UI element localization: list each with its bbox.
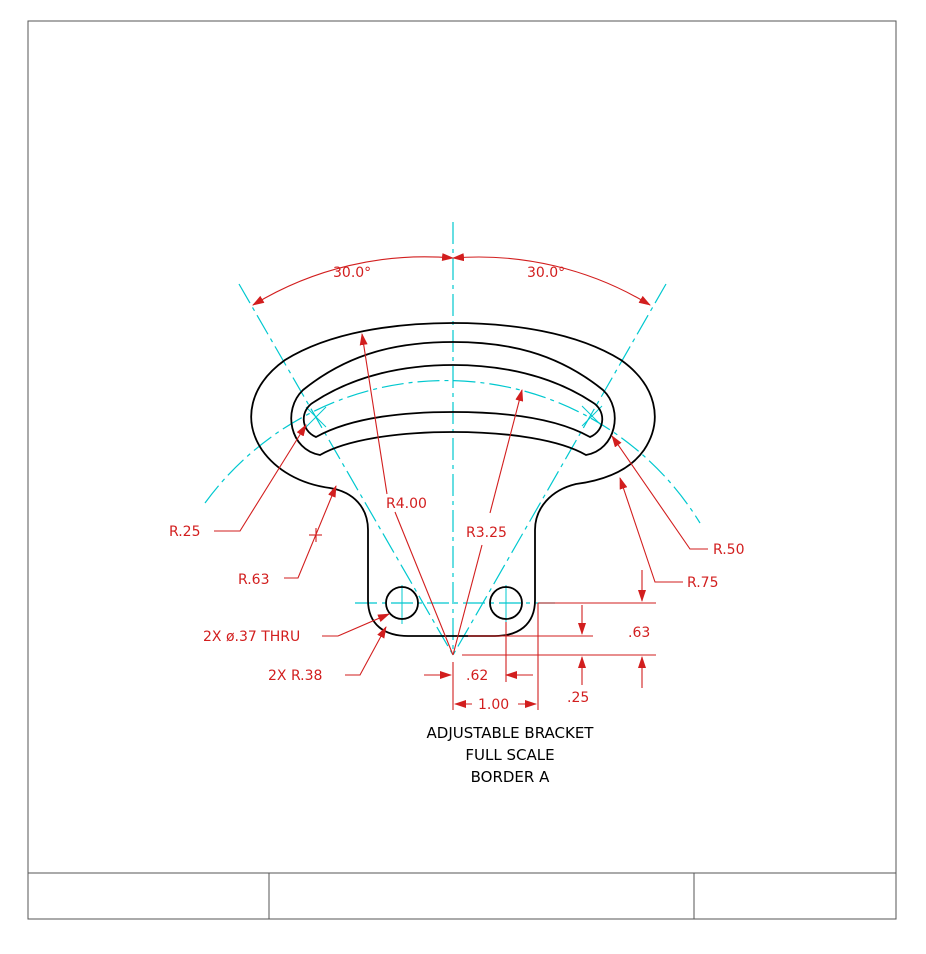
r325-leader	[489, 389, 524, 514]
hole-crosshairs	[305, 405, 603, 624]
title-block	[28, 872, 896, 919]
r25-label: R.25	[169, 524, 201, 540]
left-angle-centerline	[238, 283, 454, 656]
left-hole	[385, 586, 419, 620]
dimensions	[214, 253, 708, 710]
slot-inner	[302, 364, 604, 439]
hole-label: 2X ø.37 THRU	[203, 629, 300, 645]
bracket-outline	[250, 322, 656, 637]
drawing-border-size: BORDER A	[471, 768, 550, 786]
dim-63-label: .63	[628, 625, 650, 641]
right-angle-centerline	[452, 283, 667, 656]
slot-center-arc	[204, 379, 701, 524]
r63-label: R.63	[238, 572, 270, 588]
right-hole	[489, 586, 523, 620]
angle-dim-left	[252, 253, 454, 306]
hole-leader	[322, 613, 390, 637]
angle-left-label: 30.0°	[333, 265, 371, 281]
r50-label: R.50	[713, 542, 745, 558]
drawing-scale: FULL SCALE	[465, 746, 554, 764]
dim-100-label: 1.00	[478, 697, 509, 713]
r400-leader	[359, 333, 388, 495]
r75-leader	[619, 477, 683, 583]
angle-dim-right	[452, 253, 651, 306]
r75-label: R.75	[687, 575, 719, 591]
r325-label: R3.25	[466, 525, 507, 541]
r38-label: 2X R.38	[268, 668, 322, 684]
drawing-border	[27, 20, 897, 920]
angle-right-label: 30.0°	[527, 265, 565, 281]
r400-label: R4.00	[386, 496, 427, 512]
r50-leader	[611, 435, 708, 550]
r38-leader	[345, 626, 387, 676]
centerlines	[204, 222, 701, 656]
dim-25-label: .25	[567, 690, 589, 706]
slot-outer	[290, 341, 616, 456]
r25-leader	[214, 424, 307, 532]
r63-leader	[284, 485, 337, 579]
drawing-title: ADJUSTABLE BRACKET	[427, 724, 595, 742]
dim-62-label: .62	[466, 668, 488, 684]
